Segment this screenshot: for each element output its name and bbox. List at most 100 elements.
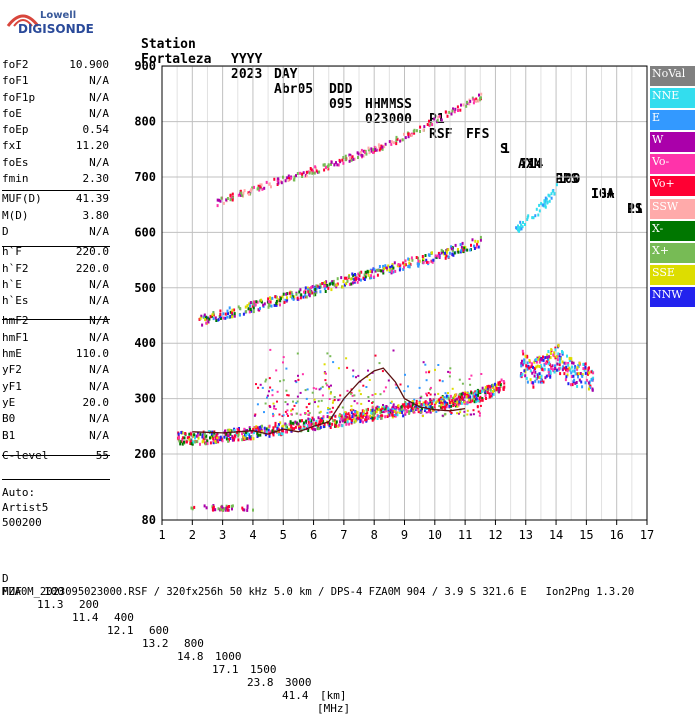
echo-point	[418, 401, 421, 405]
param-key: foF2	[2, 58, 29, 71]
echo-point	[441, 401, 444, 405]
spread-echo-point	[404, 401, 407, 403]
param-key: foF1	[2, 74, 29, 88]
echo-point	[464, 246, 467, 249]
echo-point	[521, 359, 523, 363]
echo-point	[231, 437, 234, 440]
echo-point	[352, 157, 355, 161]
spread-echo-point	[429, 388, 432, 391]
echo-point	[261, 187, 264, 191]
echo-point	[359, 420, 362, 424]
param-row: hmF1 N/A	[2, 331, 110, 347]
echo-point	[228, 306, 231, 310]
spread-echo-point	[476, 406, 479, 409]
echo-point	[445, 250, 448, 254]
spread-echo-point	[358, 389, 361, 392]
echo-point	[345, 422, 348, 426]
echo-point	[348, 282, 351, 286]
spread-echo-point	[295, 412, 298, 415]
autoscale-line3: 500200	[2, 516, 42, 529]
echo-point	[190, 432, 193, 436]
echo-point	[477, 390, 480, 394]
echo-point	[540, 374, 543, 378]
echo-point	[249, 437, 252, 441]
echo-point	[317, 416, 320, 420]
spread-echo-point	[458, 378, 461, 381]
echo-point	[529, 378, 532, 382]
echo-point	[233, 312, 236, 316]
echo-point	[365, 408, 368, 412]
e-region-echo	[212, 508, 215, 512]
echo-point	[438, 398, 441, 402]
spread-echo-point	[286, 413, 289, 415]
spread-echo-point	[284, 401, 287, 403]
echo-point	[404, 136, 407, 140]
echo-point	[448, 251, 451, 255]
echo-point	[424, 254, 427, 257]
echo-point	[460, 399, 462, 403]
echo-point	[412, 409, 415, 413]
echo-point	[567, 363, 570, 367]
spread-echo-point	[352, 409, 355, 412]
echo-point	[475, 99, 478, 103]
echo-point	[475, 397, 478, 401]
echo-point	[478, 93, 480, 97]
echo-point	[390, 264, 393, 268]
param-key: foEp	[2, 123, 29, 137]
echo-point	[480, 389, 483, 393]
spread-echo-point	[263, 411, 265, 414]
spread-echo-point	[381, 407, 384, 410]
param-value: N/A	[89, 314, 109, 328]
echo-point	[447, 255, 450, 259]
spread-echo-point	[447, 370, 450, 373]
echo-point	[323, 168, 326, 172]
echo-point	[521, 349, 524, 353]
echo-point	[354, 276, 357, 280]
spread-echo-point	[325, 382, 328, 385]
echo-point	[381, 145, 384, 149]
echo-point	[395, 135, 398, 139]
spread-echo-point	[461, 382, 464, 385]
echo-point	[532, 216, 535, 220]
echo-point	[579, 372, 582, 375]
echo-point	[484, 386, 487, 390]
echo-point	[352, 417, 355, 421]
echo-point	[301, 419, 303, 423]
echo-point	[499, 384, 502, 388]
echo-point	[328, 424, 331, 428]
echo-point	[553, 351, 556, 355]
echo-point	[231, 192, 234, 196]
echo-point	[499, 383, 502, 386]
param-row: foEs N/A	[2, 156, 110, 172]
echo-point	[199, 442, 201, 446]
echo-point	[292, 178, 295, 182]
echo-point	[235, 433, 238, 437]
echo-point	[576, 366, 579, 370]
echo-point	[549, 374, 552, 378]
echo-point	[550, 196, 553, 200]
x-tick-label: 13	[519, 528, 533, 542]
echo-point	[464, 248, 467, 252]
spread-echo-point	[279, 380, 282, 383]
echo-point	[576, 372, 579, 376]
autoscale-line2: Artist5	[2, 501, 49, 514]
spread-echo-point	[456, 405, 459, 408]
spread-echo-point	[319, 387, 322, 390]
param-value: N/A	[89, 412, 109, 426]
echo-point	[354, 419, 357, 423]
echo-point	[290, 424, 293, 428]
muf-value: 13.2	[142, 637, 169, 650]
echo-point	[290, 291, 293, 295]
echo-point	[469, 395, 472, 399]
echo-point	[212, 434, 215, 438]
header-label: PS	[627, 202, 643, 217]
y-tick-label: 80	[142, 513, 156, 527]
echo-point	[362, 420, 364, 424]
spread-echo-point	[356, 402, 359, 405]
echo-point	[543, 200, 546, 204]
echo-point	[460, 249, 463, 252]
echo-point	[503, 381, 506, 385]
echo-point	[185, 440, 188, 444]
echo-point	[540, 377, 543, 381]
echo-point	[257, 428, 260, 432]
